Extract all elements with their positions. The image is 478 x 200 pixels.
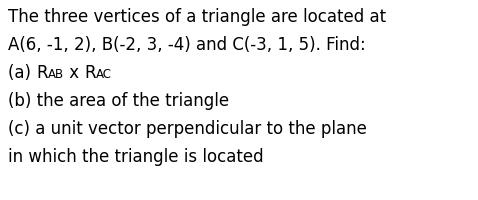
- Text: x: x: [64, 64, 85, 82]
- Text: AC: AC: [96, 68, 112, 81]
- Text: The three vertices of a triangle are located at: The three vertices of a triangle are loc…: [8, 8, 386, 26]
- Text: (a): (a): [8, 64, 36, 82]
- Text: (b) the area of the triangle: (b) the area of the triangle: [8, 92, 229, 109]
- Text: in which the triangle is located: in which the triangle is located: [8, 147, 264, 165]
- Text: A(6, -1, 2), B(-2, 3, -4) and C(-3, 1, 5). Find:: A(6, -1, 2), B(-2, 3, -4) and C(-3, 1, 5…: [8, 36, 366, 54]
- Text: R: R: [85, 64, 96, 82]
- Text: R: R: [36, 64, 48, 82]
- Text: (c) a unit vector perpendicular to the plane: (c) a unit vector perpendicular to the p…: [8, 119, 367, 137]
- Text: AB: AB: [48, 68, 64, 81]
